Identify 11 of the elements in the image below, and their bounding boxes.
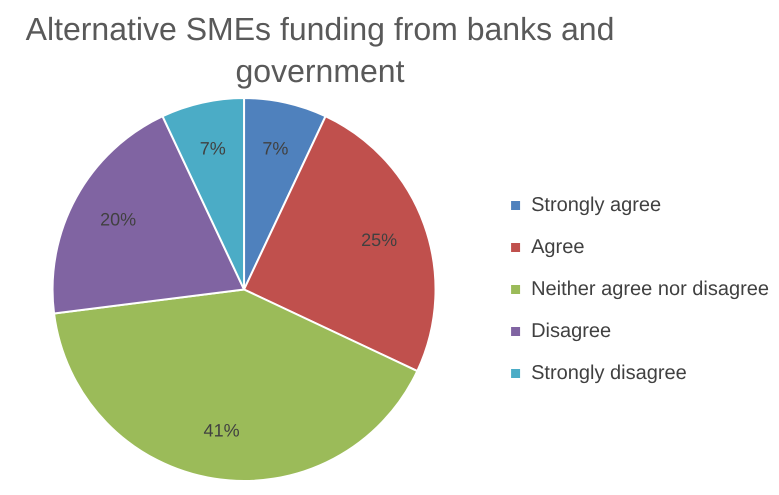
legend-label: Agree [531, 236, 584, 258]
legend-label: Neither agree nor disagree [531, 278, 769, 300]
data-label: 7% [262, 138, 288, 158]
data-label: 25% [361, 230, 398, 250]
data-label: 41% [204, 420, 240, 440]
legend-label: Strongly disagree [531, 362, 687, 384]
legend-label: Disagree [531, 320, 612, 342]
data-label: 20% [100, 209, 136, 230]
legend-label: Strongly agree [531, 194, 662, 216]
data-label: 7% [200, 138, 226, 158]
chart-title: Alternative SMEs funding from banks and government [24, 10, 616, 91]
